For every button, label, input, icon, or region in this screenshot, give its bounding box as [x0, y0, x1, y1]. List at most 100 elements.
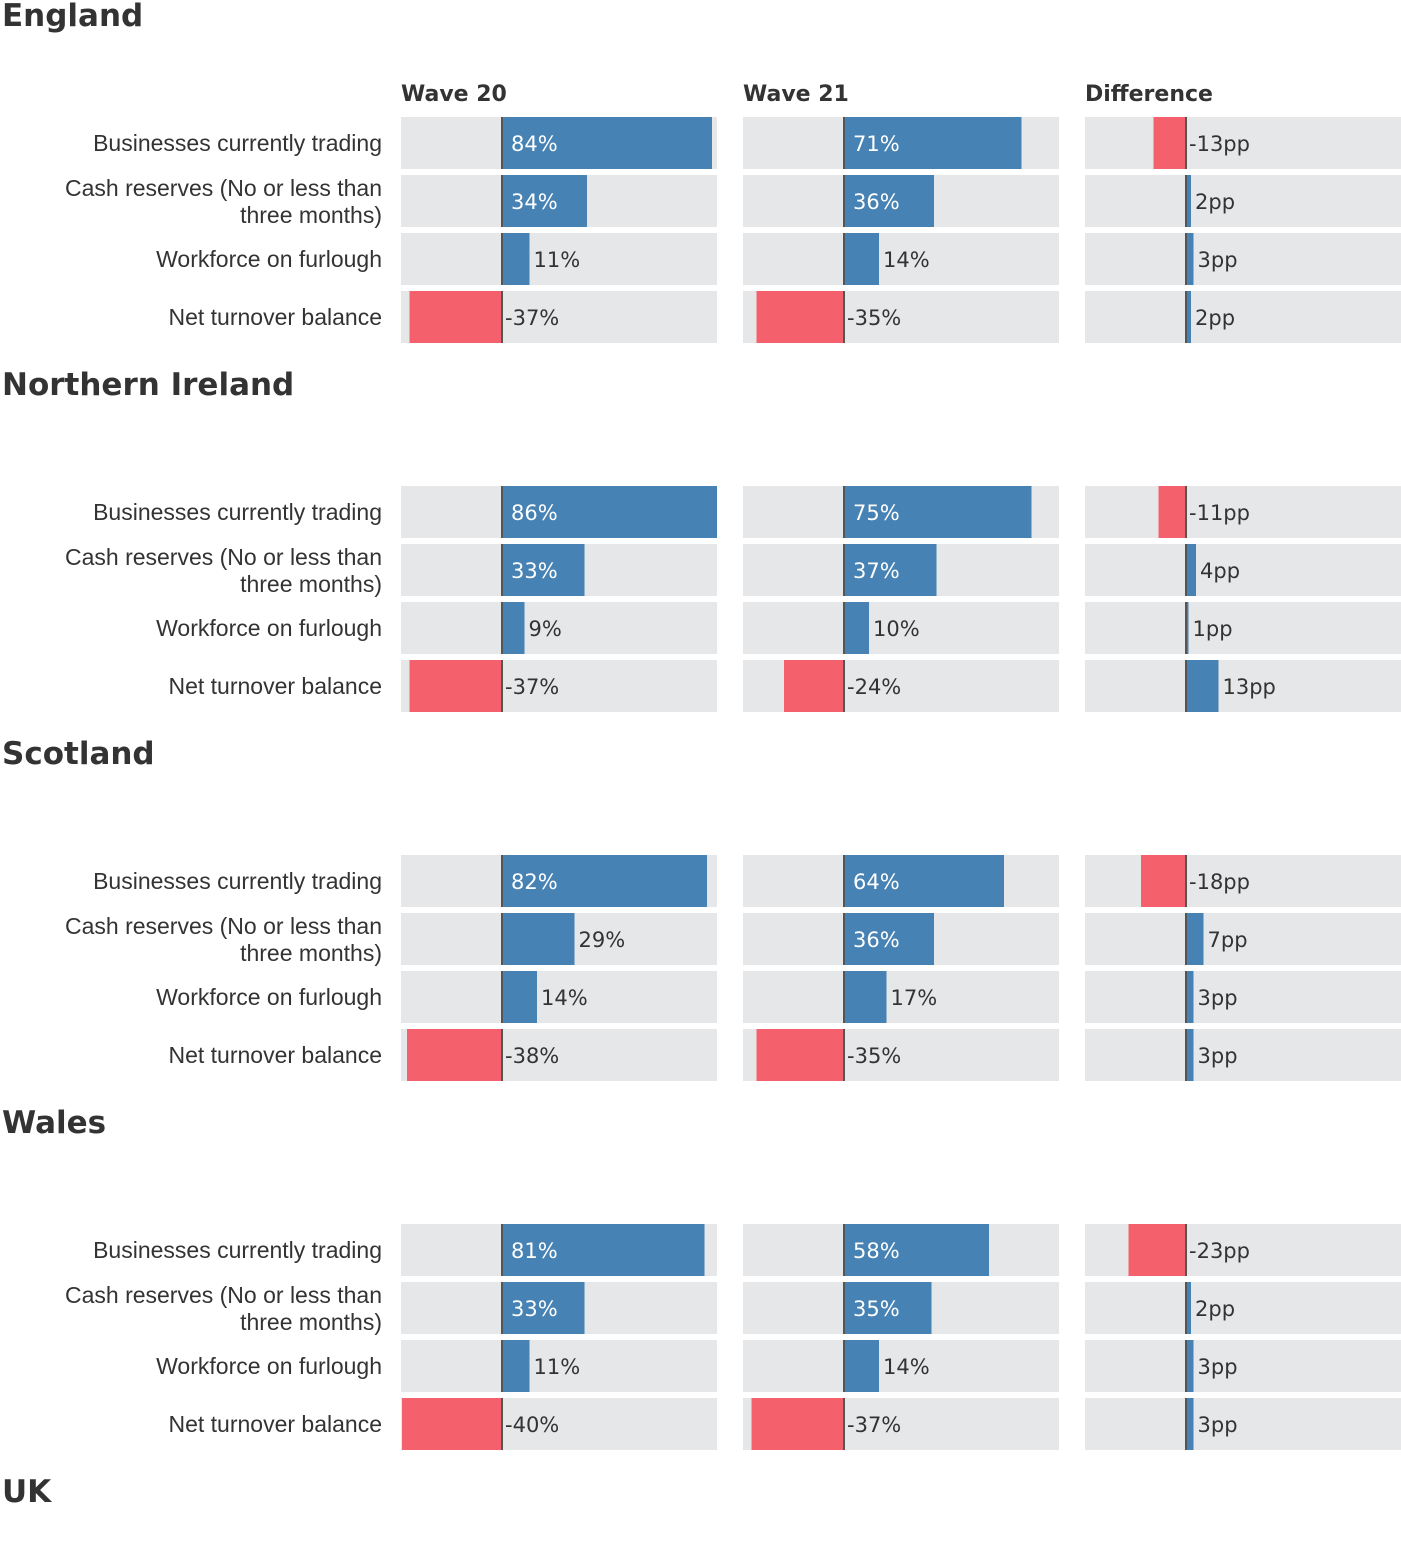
bar [502, 1340, 530, 1392]
bar [407, 1029, 502, 1081]
bar [409, 291, 502, 343]
value-label: -23pp [1189, 1239, 1250, 1263]
bar [844, 855, 1004, 907]
bar [409, 660, 502, 712]
region-title-england: England [2, 0, 143, 34]
bar [1186, 175, 1191, 227]
row-label: Net turnover balance [168, 673, 382, 699]
bar [756, 291, 844, 343]
bar-track [743, 971, 1059, 1023]
value-label: 2pp [1195, 306, 1235, 330]
bar-track [401, 1340, 717, 1392]
bar [1186, 544, 1196, 596]
row-label: Workforce on furlough [156, 984, 382, 1010]
value-label: 13pp [1223, 675, 1276, 699]
bar [844, 175, 934, 227]
value-label: 14% [541, 986, 588, 1010]
value-label: -38% [505, 1044, 559, 1068]
value-label: 33% [511, 559, 558, 583]
bar [1186, 1340, 1194, 1392]
bar [844, 971, 887, 1023]
value-label: -37% [505, 675, 559, 699]
value-label: 84% [511, 132, 558, 156]
bar-track [1085, 1029, 1401, 1081]
value-label: 36% [853, 190, 900, 214]
bar-track [1085, 1282, 1401, 1334]
value-label: 4pp [1200, 559, 1240, 583]
value-label: 9% [529, 617, 562, 641]
bar-track [1085, 233, 1401, 285]
bar [1186, 913, 1204, 965]
bar [502, 117, 712, 169]
value-label: 3pp [1198, 1413, 1238, 1437]
value-label: 58% [853, 1239, 900, 1263]
value-label: 14% [883, 1355, 930, 1379]
bar [502, 486, 717, 538]
bar [751, 1398, 844, 1450]
bar [1141, 855, 1186, 907]
bar-track [1085, 544, 1401, 596]
region-title-wales: Wales [2, 1105, 106, 1141]
bar [844, 1282, 932, 1334]
bar [502, 971, 537, 1023]
row-label: Cash reserves (No or less than three mont… [65, 544, 382, 597]
value-label: 35% [853, 1297, 900, 1321]
bar [844, 1340, 879, 1392]
bar [844, 544, 937, 596]
bar-track [743, 1340, 1059, 1392]
bar [1153, 117, 1186, 169]
value-label: -13pp [1189, 132, 1250, 156]
value-label: 3pp [1198, 1044, 1238, 1068]
bar [502, 855, 707, 907]
value-label: 33% [511, 1297, 558, 1321]
bar [844, 117, 1022, 169]
value-label: 7pp [1208, 928, 1248, 952]
bar [1158, 486, 1186, 538]
bar-track [401, 971, 717, 1023]
value-label: 36% [853, 928, 900, 952]
row-label: Net turnover balance [168, 1042, 382, 1068]
bar-track [1085, 855, 1401, 907]
bar-track [1085, 660, 1401, 712]
value-label: -37% [847, 1413, 901, 1437]
bar-track [1085, 291, 1401, 343]
row-label: Cash reserves (No or less than three mont… [65, 913, 382, 966]
bar [844, 233, 879, 285]
value-label: 1pp [1193, 617, 1233, 641]
bar [1128, 1224, 1186, 1276]
bar-track [743, 602, 1059, 654]
bar [784, 660, 844, 712]
value-label: 3pp [1198, 1355, 1238, 1379]
value-label: 75% [853, 501, 900, 525]
value-label: 34% [511, 190, 558, 214]
row-label: Cash reserves (No or less than three mont… [65, 1282, 382, 1335]
value-label: 14% [883, 248, 930, 272]
bar [1186, 602, 1189, 654]
bar [844, 602, 869, 654]
value-label: -11pp [1189, 501, 1250, 525]
bar [844, 486, 1032, 538]
bar-track [743, 233, 1059, 285]
bar [1186, 660, 1219, 712]
region-title-uk: UK [2, 1474, 52, 1510]
row-label: Net turnover balance [168, 1411, 382, 1437]
value-label: 37% [853, 559, 900, 583]
row-label: Net turnover balance [168, 304, 382, 330]
bar-track [1085, 1340, 1401, 1392]
bar [844, 913, 934, 965]
row-label: Businesses currently trading [93, 1237, 382, 1263]
row-label: Businesses currently trading [93, 868, 382, 894]
bar [1186, 971, 1194, 1023]
value-label: 64% [853, 870, 900, 894]
value-label: 81% [511, 1239, 558, 1263]
bar-track [1085, 602, 1401, 654]
value-label: 29% [579, 928, 626, 952]
bar [502, 602, 525, 654]
bar [502, 1224, 705, 1276]
bar-track [401, 602, 717, 654]
bar [502, 1282, 585, 1334]
bar [1186, 1282, 1191, 1334]
value-label: 3pp [1198, 248, 1238, 272]
value-label: 86% [511, 501, 558, 525]
